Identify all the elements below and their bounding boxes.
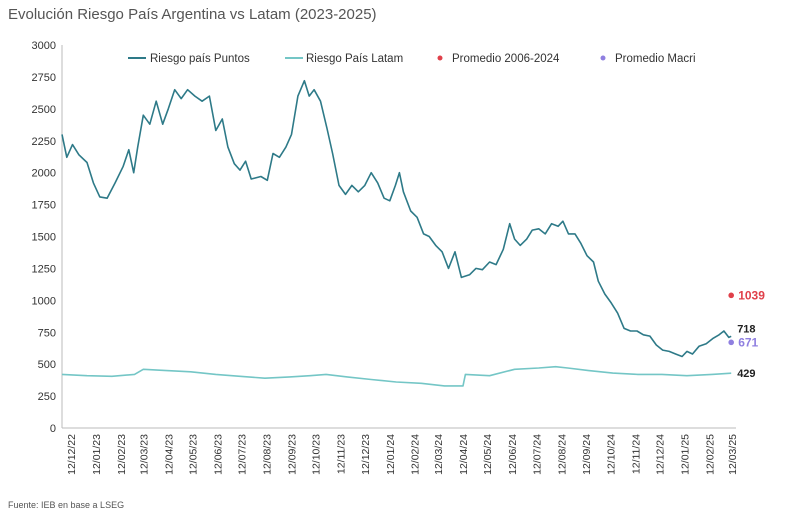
- label-promedio-2006-2024: 1039: [738, 288, 765, 302]
- series-layer: 718 429: [61, 79, 756, 387]
- legend-marker-promedio-2006-2024: [437, 55, 443, 61]
- y-tick-label: 500: [38, 359, 56, 371]
- x-tick-label: 12/01/23: [91, 434, 103, 475]
- marker-promedio-2006-2024: [728, 292, 734, 299]
- y-tick-label: 2000: [32, 168, 56, 180]
- y-tick-label: 1750: [32, 200, 56, 212]
- legend-label-promedio-2006-2024: Promedio 2006-2024: [452, 53, 560, 65]
- x-tick-label: 12/05/23: [187, 434, 199, 475]
- x-tick-label: 12/09/24: [581, 434, 593, 475]
- x-tick-label: 12/08/24: [556, 434, 568, 475]
- y-tick-label: 1250: [32, 263, 56, 275]
- marker-promedio-macri: [728, 339, 734, 346]
- y-tick-label: 2750: [32, 72, 56, 84]
- x-tick-label: 12/01/25: [679, 434, 691, 475]
- y-tick-label: 0: [50, 423, 56, 435]
- legend-label-promedio-macri: Promedio Macri: [615, 53, 696, 65]
- y-tick-label: 1500: [32, 232, 56, 244]
- legend-label-argentina: Riesgo país Puntos: [150, 53, 250, 65]
- x-tick-label: 12/10/23: [311, 434, 323, 475]
- x-tick-label: 12/02/25: [704, 434, 716, 475]
- source-note: Fuente: IEB en base a LSEG: [8, 500, 125, 510]
- x-tick-label: 12/04/24: [458, 434, 470, 475]
- label-promedio-macri: 671: [738, 335, 758, 349]
- y-axis: 0 250 500 750 1000 1250 1500 1750 2000 2250 2500 27…: [32, 40, 56, 435]
- y-tick-label: 750: [38, 327, 56, 339]
- x-tick-label: 12/09/23: [287, 434, 299, 475]
- y-tick-label: 3000: [32, 40, 56, 52]
- legend: Riesgo país Puntos Riesgo País Latam Pro…: [128, 53, 696, 65]
- x-tick-label: 12/03/25: [727, 434, 739, 475]
- x-tick-label: 12/01/24: [385, 434, 397, 475]
- x-tick-label: 12/06/23: [212, 434, 224, 475]
- legend-marker-promedio-macri: [600, 55, 606, 61]
- y-tick-label: 2250: [32, 136, 56, 148]
- x-tick-label: 12/11/23: [336, 434, 348, 474]
- x-tick-label: 12/02/23: [116, 434, 128, 475]
- x-tick-label: 12/03/24: [433, 434, 445, 475]
- x-axis: 12/12/22 12/01/23 12/02/23 12/03/23 12/04/23…: [66, 434, 739, 475]
- reference-markers: 1039 671: [728, 288, 765, 349]
- x-tick-label: 12/12/24: [655, 434, 667, 475]
- axes: [61, 45, 736, 429]
- y-tick-label: 1000: [32, 295, 56, 307]
- series-line-latam: [61, 365, 732, 387]
- end-label-argentina: 718: [737, 323, 755, 335]
- x-tick-label: 12/04/23: [163, 434, 175, 475]
- x-tick-label: 12/10/24: [605, 434, 617, 475]
- legend-label-latam: Riesgo País Latam: [306, 53, 403, 65]
- chart-title: Evolución Riesgo País Argentina vs Latam…: [8, 6, 377, 23]
- y-tick-label: 250: [38, 391, 56, 403]
- x-tick-label: 12/03/23: [138, 434, 150, 475]
- end-label-latam: 429: [737, 368, 755, 380]
- x-tick-label: 12/05/24: [482, 434, 494, 475]
- x-tick-label: 12/07/23: [237, 434, 249, 475]
- x-tick-label: 12/02/24: [410, 434, 422, 475]
- x-tick-label: 12/11/24: [630, 434, 642, 474]
- x-tick-label: 12/08/23: [262, 434, 274, 475]
- x-tick-label: 12/12/22: [66, 434, 78, 475]
- y-tick-label: 2500: [32, 104, 56, 116]
- x-tick-label: 12/06/24: [507, 434, 519, 475]
- x-tick-label: 12/07/24: [531, 434, 543, 475]
- x-tick-label: 12/12/23: [360, 434, 372, 475]
- series-line-argentina: [61, 79, 732, 358]
